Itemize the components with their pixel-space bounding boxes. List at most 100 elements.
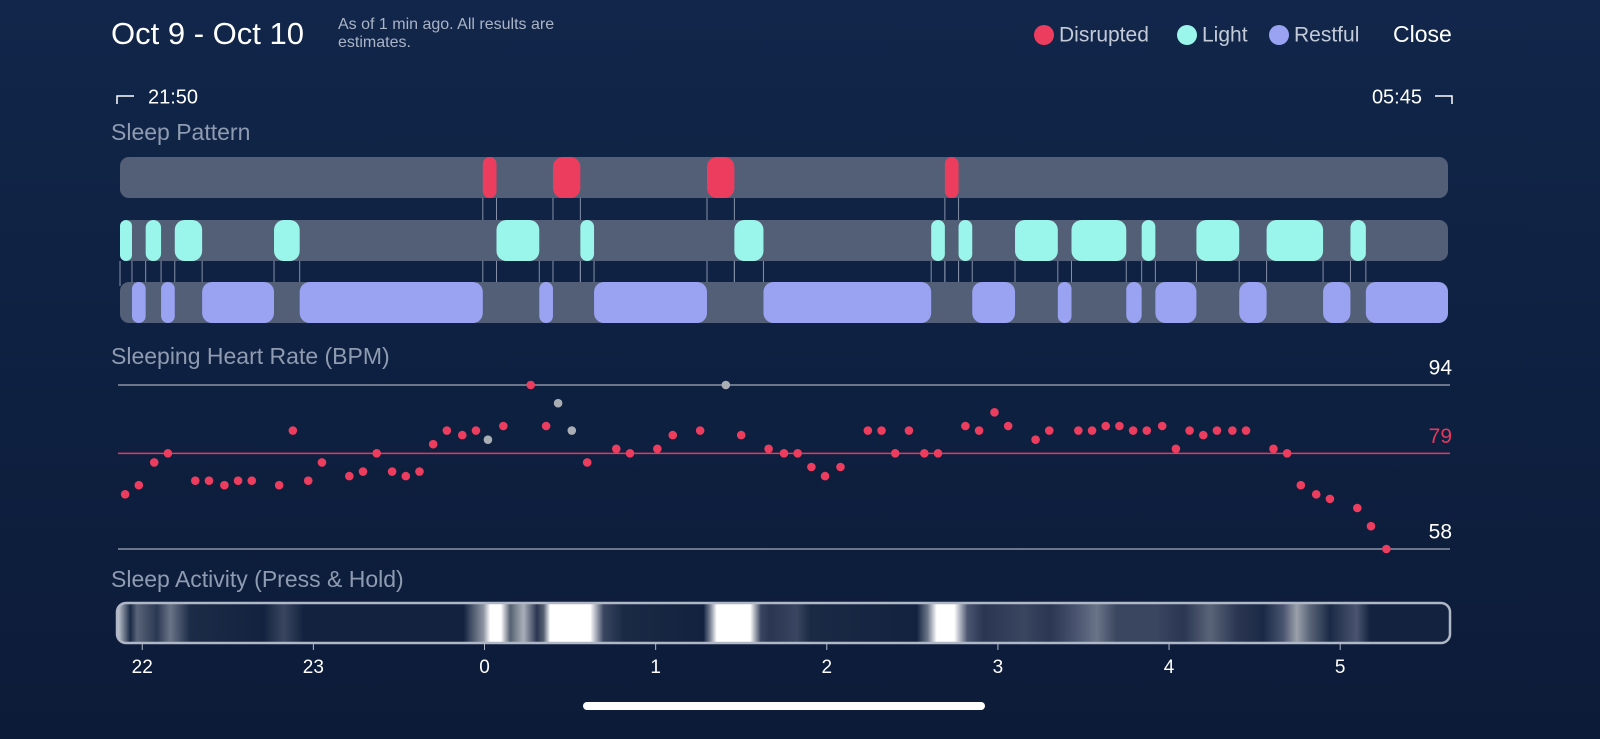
stage-segment <box>274 220 300 261</box>
legend-dot <box>1269 25 1289 45</box>
y-tick-label: 94 <box>1429 357 1453 380</box>
hr-point <box>668 430 678 440</box>
hr-point <box>653 444 662 454</box>
stage-segment <box>202 282 275 323</box>
hr-point <box>1382 544 1391 554</box>
start-bracket <box>116 95 134 104</box>
hr-point <box>1296 480 1306 490</box>
stage-segment <box>1266 220 1324 261</box>
hr-point <box>345 471 354 481</box>
hr-point <box>736 430 746 440</box>
x-tick-label: 23 <box>303 657 324 678</box>
hr-point <box>820 471 830 481</box>
hr-point <box>1101 421 1111 431</box>
hr-point <box>190 476 200 485</box>
home-indicator <box>583 702 985 710</box>
hr-point <box>836 462 845 472</box>
hr-point <box>974 426 984 435</box>
stage-segment <box>580 220 595 261</box>
stage-segment <box>931 220 945 261</box>
hr-point <box>415 467 424 476</box>
x-tick-label: 2 <box>821 657 832 678</box>
x-tick-label: 3 <box>993 657 1004 678</box>
hr-point <box>149 458 159 467</box>
stage-segment <box>145 220 162 261</box>
legend-label: Restful <box>1294 24 1359 47</box>
hr-point <box>1115 421 1124 431</box>
hr-point <box>1352 503 1362 513</box>
hr-point <box>120 490 130 499</box>
stage-segment <box>482 157 497 198</box>
stage-segment <box>1365 282 1448 323</box>
stage-segment <box>552 157 581 198</box>
hr-point <box>372 449 382 458</box>
end-time: 05:45 <box>1372 86 1422 108</box>
hr-point <box>1031 435 1040 444</box>
stage-row <box>120 157 1448 198</box>
y-tick-label: 79 <box>1429 425 1452 448</box>
stage-segment <box>120 220 132 261</box>
stage-segment <box>1057 282 1072 323</box>
hr-point <box>288 426 298 435</box>
stage-segment <box>161 282 175 323</box>
x-tick-label: 22 <box>132 657 153 678</box>
stage-segment <box>1071 220 1127 261</box>
x-tick-label: 4 <box>1164 657 1175 678</box>
stage-segment <box>958 220 973 261</box>
hr-point <box>1269 444 1278 454</box>
stage-segment <box>1323 282 1351 323</box>
hr-point <box>807 462 816 472</box>
hr-point <box>1311 490 1321 499</box>
end-bracket <box>1435 95 1453 104</box>
hr-point <box>163 449 173 458</box>
hr-point <box>233 476 243 485</box>
hr-point <box>134 480 144 490</box>
hr-point <box>1171 444 1181 454</box>
hr-point <box>1241 426 1251 435</box>
stage-segment <box>496 220 540 261</box>
hr-point <box>220 480 229 490</box>
y-tick-label: 58 <box>1429 521 1452 544</box>
hr-point <box>1325 494 1335 504</box>
stage-segment <box>763 282 932 323</box>
legend-dot <box>1177 25 1197 45</box>
hr-point <box>877 426 886 435</box>
start-time: 21:50 <box>148 86 198 108</box>
hr-point <box>611 444 621 454</box>
hr-point <box>582 458 592 467</box>
hr-point <box>1003 421 1013 431</box>
hr-point <box>483 435 493 444</box>
stage-segment <box>174 220 203 261</box>
hr-point <box>442 426 452 435</box>
stage-segment <box>1015 220 1058 261</box>
hr-point <box>904 426 914 435</box>
hr-point <box>793 449 802 458</box>
hr-point <box>933 449 943 458</box>
close-button[interactable]: Close <box>1393 21 1452 47</box>
subtitle-box: As of 1 min ago. All results are estimat… <box>338 16 554 51</box>
hr-point <box>567 426 577 435</box>
section-title: Sleep Pattern <box>111 119 250 145</box>
stage-segment <box>944 157 959 198</box>
hr-point <box>1185 426 1194 435</box>
hr-point <box>961 421 970 431</box>
stage-segment <box>594 282 707 323</box>
stage-segment <box>1196 220 1240 261</box>
hr-point <box>303 476 313 485</box>
hr-point <box>499 421 508 431</box>
stage-segment <box>1155 282 1197 323</box>
x-tick-label: 1 <box>650 657 661 678</box>
activity-strip[interactable] <box>115 601 1452 645</box>
hr-point <box>1087 426 1097 435</box>
hr-point <box>890 449 900 458</box>
hr-point <box>1128 426 1138 435</box>
hr-point <box>1157 421 1167 431</box>
hr-point <box>1074 426 1083 435</box>
hr-point <box>1366 521 1376 531</box>
hr-point <box>541 421 551 431</box>
stage-segment <box>1350 220 1366 261</box>
stage-segment <box>706 157 735 198</box>
stage-segment <box>1239 282 1267 323</box>
